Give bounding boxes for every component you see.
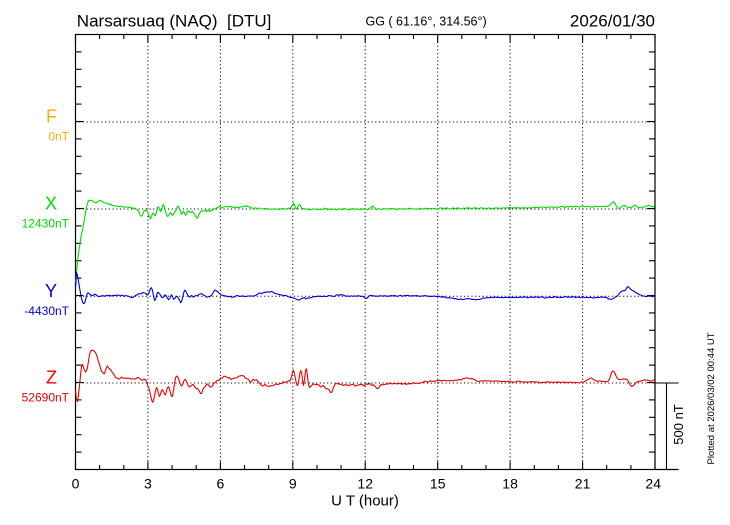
svg-text:18: 18 [502, 476, 518, 492]
svg-text:0: 0 [72, 476, 80, 492]
svg-text:12: 12 [357, 476, 373, 492]
svg-text:24: 24 [645, 476, 661, 492]
svg-text:9: 9 [289, 476, 297, 492]
svg-text:21: 21 [575, 476, 591, 492]
svg-text:Narsarsuaq (NAQ) [DTU]: Narsarsuaq (NAQ) [DTU] [77, 12, 272, 31]
svg-text:15: 15 [430, 476, 446, 492]
svg-text:2026/01/30: 2026/01/30 [570, 12, 655, 31]
svg-text:U T (hour): U T (hour) [331, 493, 399, 510]
svg-text:500 nT: 500 nT [671, 404, 686, 445]
svg-text:3: 3 [144, 476, 152, 492]
svg-text:6: 6 [217, 476, 225, 492]
svg-text:0nT: 0nT [48, 130, 69, 144]
svg-text:GG ( 61.16°, 314.56°): GG ( 61.16°, 314.56°) [366, 15, 487, 29]
svg-text:Z: Z [46, 368, 57, 388]
svg-text:12430nT: 12430nT [22, 217, 70, 231]
svg-text:F: F [46, 107, 57, 127]
svg-text:52690nT: 52690nT [22, 391, 70, 405]
svg-text:Plotted at 2026/03/02 00:44 UT: Plotted at 2026/03/02 00:44 UT [706, 332, 717, 464]
svg-text:Y: Y [45, 281, 57, 301]
svg-text:X: X [45, 194, 57, 214]
svg-text:-4430nT: -4430nT [24, 304, 69, 318]
